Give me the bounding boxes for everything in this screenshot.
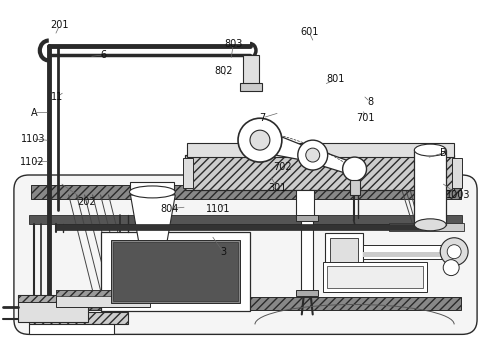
- Bar: [325, 233, 362, 280]
- Ellipse shape: [414, 219, 446, 231]
- Bar: [362, 252, 442, 257]
- FancyBboxPatch shape: [14, 175, 477, 335]
- Bar: [183, 158, 193, 188]
- Text: 8: 8: [367, 97, 373, 107]
- Polygon shape: [131, 195, 175, 280]
- Bar: [296, 215, 318, 221]
- Bar: [56, 224, 429, 230]
- Text: 1103: 1103: [21, 134, 45, 144]
- Bar: [240, 84, 262, 91]
- Text: 6: 6: [101, 50, 107, 60]
- Text: 801: 801: [327, 74, 345, 84]
- Bar: [29, 324, 113, 335]
- Circle shape: [250, 130, 270, 150]
- Bar: [350, 180, 359, 195]
- Text: 601: 601: [300, 27, 318, 37]
- Bar: [18, 294, 87, 303]
- Text: 701: 701: [356, 113, 375, 123]
- Bar: [56, 290, 150, 296]
- Circle shape: [298, 140, 327, 170]
- Text: 1101: 1101: [206, 204, 231, 214]
- Text: 7: 7: [259, 113, 266, 123]
- Bar: [56, 290, 150, 307]
- Bar: [296, 190, 314, 218]
- Bar: [31, 185, 461, 199]
- Bar: [301, 218, 313, 292]
- Bar: [362, 245, 442, 259]
- Circle shape: [440, 238, 468, 266]
- Text: 3: 3: [220, 247, 226, 257]
- Bar: [31, 297, 461, 311]
- Bar: [323, 261, 427, 292]
- Text: A: A: [31, 107, 37, 118]
- Bar: [18, 294, 87, 323]
- Text: 301: 301: [268, 183, 286, 193]
- Bar: [29, 312, 129, 324]
- Ellipse shape: [130, 186, 175, 198]
- Polygon shape: [310, 148, 355, 175]
- Text: B: B: [440, 148, 447, 158]
- Bar: [329, 238, 357, 276]
- Text: 1003: 1003: [446, 190, 470, 200]
- Text: 202: 202: [77, 197, 96, 207]
- Bar: [389, 223, 464, 231]
- Bar: [327, 266, 423, 287]
- Text: 702: 702: [273, 162, 292, 172]
- Text: 1102: 1102: [21, 157, 45, 166]
- Text: 802: 802: [214, 66, 233, 75]
- Bar: [131, 182, 174, 194]
- Circle shape: [306, 148, 320, 162]
- Bar: [296, 290, 318, 296]
- Bar: [140, 278, 164, 285]
- Circle shape: [238, 118, 282, 162]
- Bar: [101, 232, 250, 311]
- Polygon shape: [260, 128, 313, 162]
- Text: 804: 804: [161, 204, 179, 214]
- Text: 803: 803: [224, 39, 243, 49]
- Circle shape: [343, 157, 366, 181]
- Text: 201: 201: [51, 20, 69, 30]
- Bar: [187, 143, 454, 157]
- Text: 11: 11: [51, 92, 63, 102]
- Ellipse shape: [414, 144, 446, 156]
- Circle shape: [447, 245, 461, 259]
- Bar: [243, 55, 259, 85]
- Bar: [110, 240, 240, 304]
- Bar: [452, 158, 462, 188]
- Bar: [112, 242, 238, 302]
- Circle shape: [443, 260, 459, 276]
- Bar: [185, 155, 454, 190]
- Bar: [29, 215, 462, 224]
- Bar: [414, 150, 446, 225]
